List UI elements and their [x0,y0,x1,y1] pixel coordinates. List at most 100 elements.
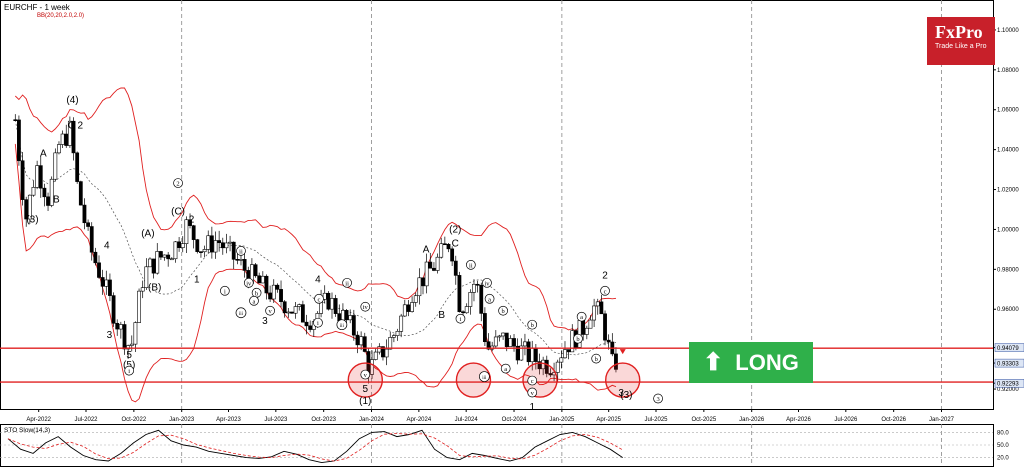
highlight-circle [347,362,383,398]
candle [42,183,47,207]
candle [413,292,418,307]
candle [515,338,520,365]
candle [428,252,433,269]
candle [100,269,105,295]
candle [162,254,167,261]
candle [137,288,141,323]
svg-text:C: C [452,238,459,249]
candle [384,339,389,366]
candle [268,285,273,303]
wave-label-circled: v [265,305,275,316]
candle [592,298,597,327]
candle [472,279,476,302]
wave-label-circled: a [500,363,511,374]
x-tick-label: Oct-2024 [502,417,527,423]
wave-label: A [40,149,47,160]
svg-text:a: a [488,296,491,303]
candle [424,253,429,294]
svg-text:2: 2 [176,181,179,188]
wave-label-circled: b [251,287,262,298]
x-tick-label: Jan-2026 [739,417,765,423]
wave-label-circled: a [249,295,259,306]
wave-label-circled: v [360,369,371,380]
candle [209,226,214,259]
candle [523,333,527,356]
candle [322,285,327,304]
svg-text:3: 3 [618,388,624,399]
candle [300,300,305,323]
x-tick-label: Apr-2025 [596,417,621,423]
wave-label: C [68,121,75,132]
candle [493,330,498,349]
candle [606,334,611,350]
candle [191,224,196,249]
candle [155,243,160,275]
svg-text:A: A [423,244,430,255]
candle [486,333,491,351]
candle [362,332,367,353]
svg-text:iii: iii [239,312,244,317]
wave-label: 1 [75,167,81,178]
candle [271,279,276,303]
candle [228,235,232,252]
candle [351,309,356,341]
price-tag [994,343,1024,352]
stochastic-title: STO Slow(14,3) [4,427,50,434]
x-tick-label: Jan-2024 [359,417,385,423]
chart-title: EURCHF - 1 week [4,3,70,12]
candle [468,289,473,315]
candle [544,355,549,378]
wave-label: 4 [104,240,110,251]
x-tick-label: Apr-2023 [216,417,241,423]
stochastic-main-line [7,429,623,464]
candle [286,307,291,318]
candle [501,332,506,340]
svg-text:ii: ii [469,262,473,269]
candle [97,255,101,279]
candle [482,307,487,347]
svg-text:A: A [40,149,47,160]
candle [129,335,134,352]
x-tick-label: Apr-2024 [407,417,432,423]
stochastic-tick-label: 20.0 [997,456,1009,462]
wave-label-circled: b [591,353,602,364]
candle [297,303,302,311]
candle [410,296,414,313]
candle [359,331,364,351]
long-signal-badge[interactable]: ⬆ LONG [689,342,813,383]
candle [584,325,589,340]
long-signal-label: LONG [735,349,799,375]
candle [166,252,171,267]
candle [122,320,127,355]
candle [104,270,109,295]
candle [479,282,484,322]
wave-label: (2) [449,224,461,235]
svg-text:(B): (B) [148,282,161,293]
wave-label: (4) [66,95,78,106]
candle [348,309,353,324]
candle [446,243,451,253]
wave-label-circled: i [313,317,323,328]
wave-label-circled: iv [243,277,254,288]
svg-text:2: 2 [78,121,84,132]
candle [82,198,87,230]
svg-text:1: 1 [194,274,200,285]
svg-text:(2): (2) [449,224,461,235]
candle [71,117,76,161]
candle [260,271,265,284]
wave-label: 4 [315,274,321,285]
candle [406,299,411,317]
wave-label: A [423,244,430,255]
candle [391,334,396,343]
price-tag-label: 0.93303 [997,361,1019,367]
wave-label-circled: i [455,313,466,324]
price-tag-label: 0.92293 [997,381,1019,387]
highlight-circle [605,362,641,398]
x-tick-label: Jul-2026 [834,417,858,423]
candle [563,341,567,359]
candle [180,236,185,253]
y-tick-label: 0.96000 [997,307,1019,313]
wave-label: 5 [126,350,132,361]
candle [108,273,112,302]
